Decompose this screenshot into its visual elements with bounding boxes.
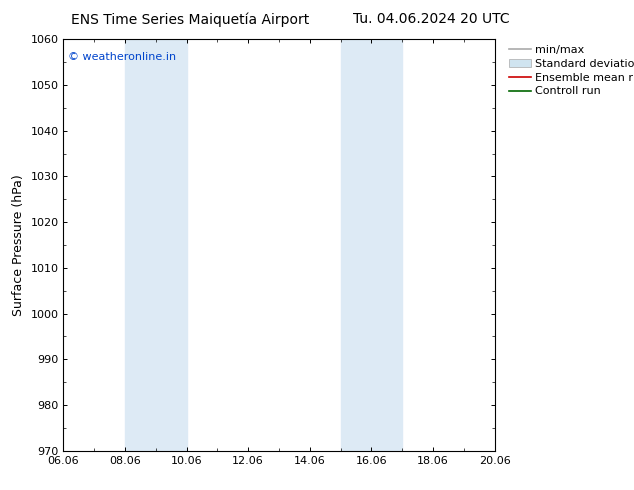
- Text: Tu. 04.06.2024 20 UTC: Tu. 04.06.2024 20 UTC: [353, 12, 510, 26]
- Text: ENS Time Series Maiquetía Airport: ENS Time Series Maiquetía Airport: [71, 12, 309, 27]
- Y-axis label: Surface Pressure (hPa): Surface Pressure (hPa): [12, 174, 25, 316]
- Bar: [125, 39, 186, 451]
- Bar: [340, 39, 402, 451]
- Text: © weatheronline.in: © weatheronline.in: [68, 51, 176, 62]
- Legend: min/max, Standard deviation, Ensemble mean run, Controll run: min/max, Standard deviation, Ensemble me…: [508, 45, 634, 97]
